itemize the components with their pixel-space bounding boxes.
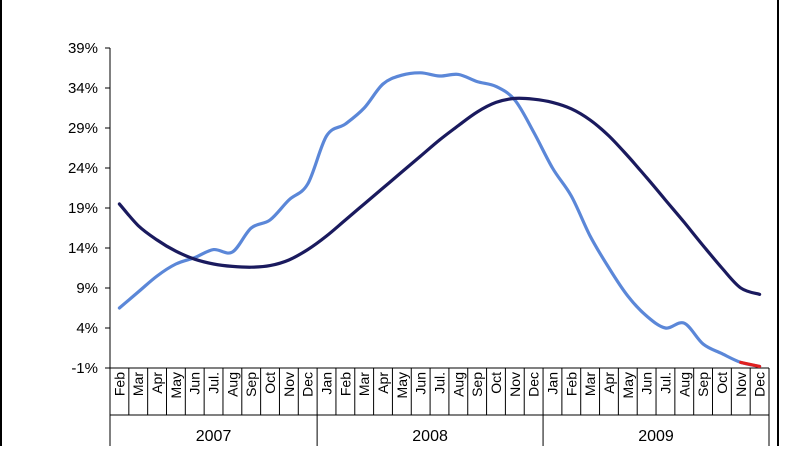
- x-tick-label: Mar: [356, 372, 372, 396]
- x-tick-label: Jun: [639, 372, 655, 395]
- x-tick-label: Nov: [281, 372, 297, 397]
- series-projection-segment: [739, 360, 762, 368]
- x-tick-label: Feb: [111, 372, 127, 396]
- x-tick-label: May: [394, 372, 410, 398]
- x-tick-label: Aug: [224, 372, 240, 397]
- x-tick-label: Feb: [337, 372, 353, 396]
- x-tick-label: Sep: [243, 372, 259, 397]
- series-line-2: [117, 96, 762, 296]
- x-tick-label: Oct: [714, 372, 730, 394]
- x-tick-label: Apr: [149, 372, 165, 394]
- y-tick-label: -1%: [71, 360, 98, 377]
- x-tick-label: Apr: [601, 372, 617, 394]
- year-label: 2009: [638, 428, 674, 445]
- x-tick-label: Mar: [582, 372, 598, 396]
- x-tick-label: Oct: [262, 372, 278, 394]
- series-line-1: [117, 71, 762, 368]
- y-tick-label: 19%: [68, 200, 98, 217]
- x-tick-label: Mar: [130, 372, 146, 396]
- x-tick-label: May: [168, 372, 184, 398]
- y-tick-label: 34%: [68, 80, 98, 97]
- x-tick-label: Jul.: [206, 372, 222, 394]
- y-tick-label: 4%: [76, 320, 98, 337]
- x-tick-label: Apr: [375, 372, 391, 394]
- x-tick-label: Jan: [319, 372, 335, 395]
- x-tick-label: Nov: [733, 372, 749, 397]
- year-label: 2007: [196, 428, 232, 445]
- x-tick-label: Jul.: [657, 372, 673, 394]
- x-tick-label: Jun: [187, 372, 203, 395]
- x-tick-label: Dec: [752, 372, 768, 397]
- x-tick-label: Jan: [544, 372, 560, 395]
- x-tick-label: Aug: [676, 372, 692, 397]
- x-tick-label: Sep: [469, 372, 485, 397]
- x-tick-label: Oct: [488, 372, 504, 394]
- x-tick-label: May: [620, 372, 636, 398]
- year-label: 2008: [412, 428, 448, 445]
- y-tick-label: 24%: [68, 160, 98, 177]
- y-tick-label: 14%: [68, 240, 98, 257]
- x-tick-label: Nov: [507, 372, 523, 397]
- x-tick-label: Jul.: [432, 372, 448, 394]
- y-tick-label: 29%: [68, 120, 98, 137]
- x-tick-label: Jun: [413, 372, 429, 395]
- y-tick-label: 9%: [76, 280, 98, 297]
- x-tick-label: Dec: [526, 372, 542, 397]
- x-tick-label: Feb: [563, 372, 579, 396]
- x-tick-label: Dec: [300, 372, 316, 397]
- x-tick-label: Sep: [695, 372, 711, 397]
- y-tick-label: 39%: [68, 40, 98, 57]
- x-tick-label: Aug: [450, 372, 466, 397]
